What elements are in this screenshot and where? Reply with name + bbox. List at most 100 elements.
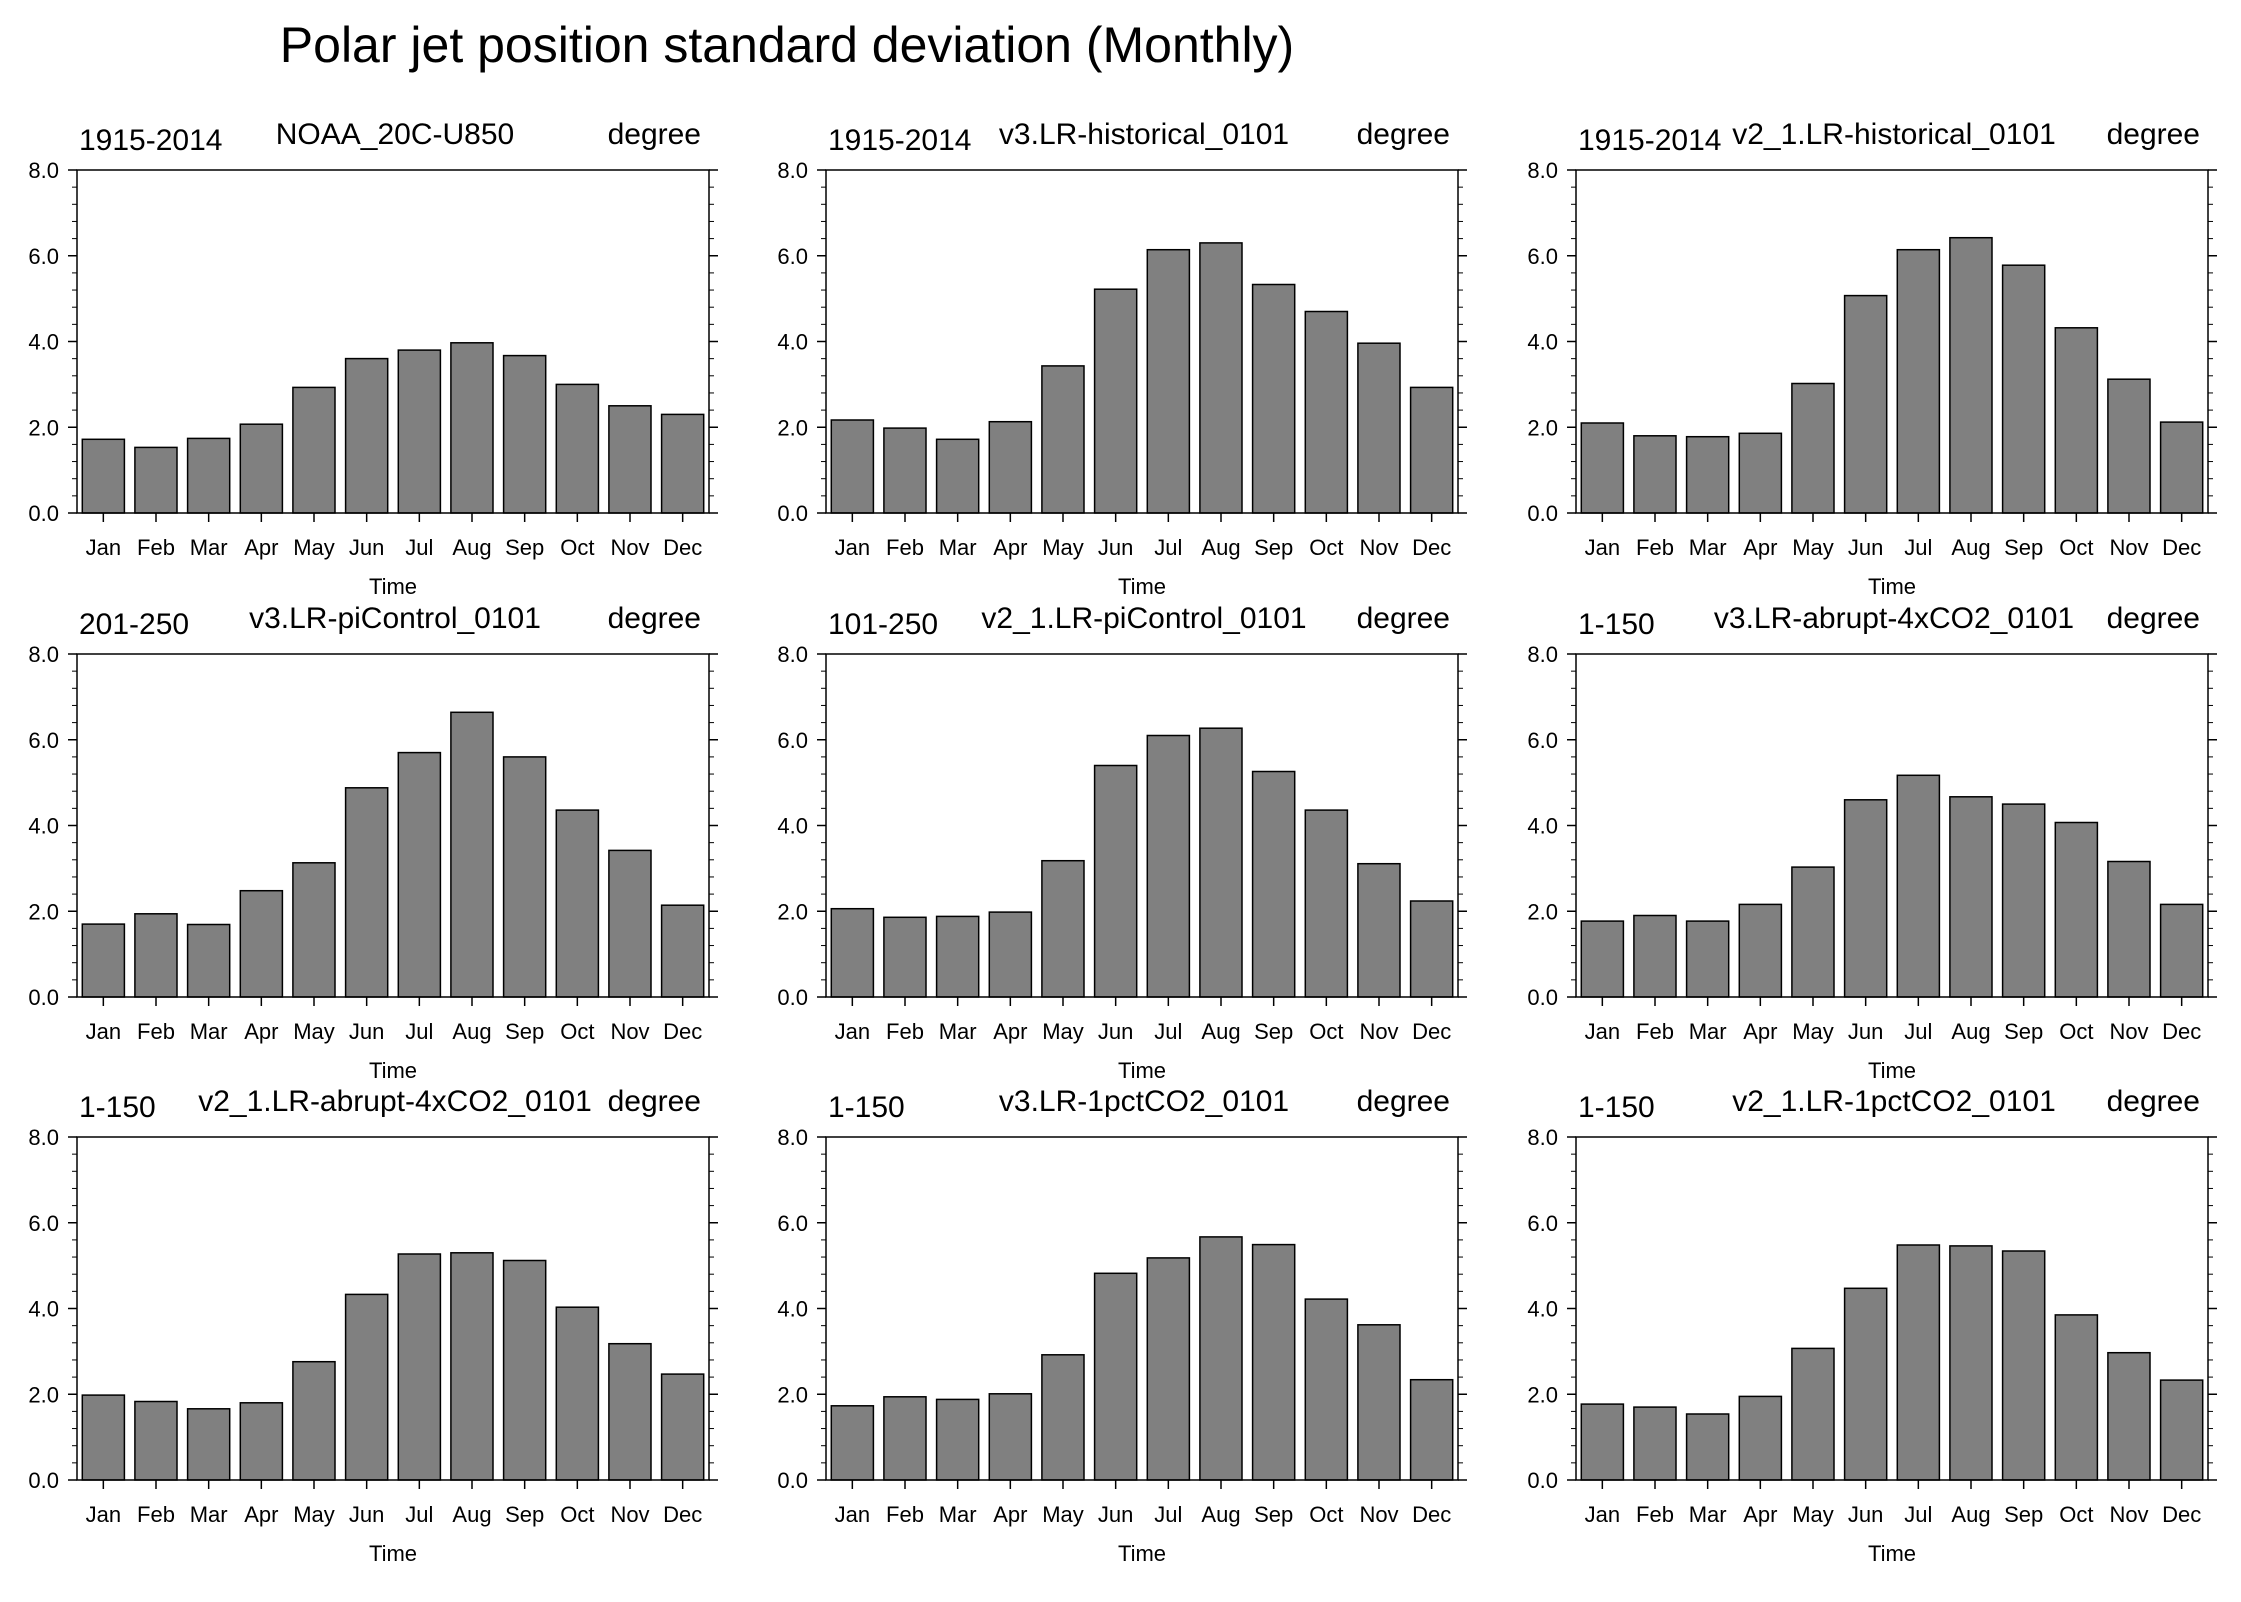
bar-aug	[1199, 1236, 1243, 1481]
x-tick-label-jul: Jul	[405, 1502, 433, 1527]
x-tick-label-dec: Dec	[2162, 1019, 2201, 1044]
x-tick-label-jun: Jun	[1098, 1502, 1133, 1527]
y-tick-label: 4.0	[1527, 1297, 1558, 1322]
bar-nov	[1357, 1324, 1401, 1481]
x-tick-label-jan: Jan	[835, 1502, 870, 1527]
bar-jan	[81, 923, 126, 998]
y-tick-label: 0.0	[777, 501, 808, 526]
bar-aug	[450, 342, 494, 514]
bar-may	[292, 862, 336, 998]
bar-sep	[2001, 1250, 2046, 1481]
bar-jul	[1896, 248, 1941, 514]
x-tick-label-aug: Aug	[1951, 1019, 1990, 1044]
panel-units-label: degree	[2107, 602, 2200, 635]
y-tick-label: 6.0	[1527, 1211, 1558, 1236]
y-tick-label: 6.0	[777, 244, 808, 269]
y-tick-label: 4.0	[28, 1297, 59, 1322]
x-tick-label-dec: Dec	[663, 1019, 702, 1044]
bar-jul	[1146, 734, 1191, 998]
x-tick-label-jun: Jun	[1098, 535, 1133, 560]
x-tick-label-apr: Apr	[1743, 535, 1777, 560]
panel-left-label: 1915-2014	[828, 124, 971, 157]
x-tick-label-jan: Jan	[1585, 1019, 1620, 1044]
bar-jun	[1843, 294, 1888, 514]
x-tick-label-nov: Nov	[1359, 1502, 1398, 1527]
bar-jan	[830, 1405, 875, 1481]
x-tick-label-apr: Apr	[244, 1502, 278, 1527]
x-tick-label-nov: Nov	[1359, 535, 1398, 560]
x-tick-label-feb: Feb	[886, 535, 924, 560]
bar-apr	[1738, 432, 1783, 514]
x-tick-label-jan: Jan	[1585, 535, 1620, 560]
chart-panel-4: 0.0 2.0 4.0 6.0 8.0 Jan Feb Mar Apr May Jun Jul Aug S…	[28, 602, 718, 1083]
x-tick-label-apr: Apr	[1743, 1502, 1777, 1527]
chart-panel-9: 0.0 2.0 4.0 6.0 8.0 Jan Feb Mar Apr May Jun Jul Aug S…	[1527, 1085, 2217, 1566]
bar-apr	[988, 420, 1033, 514]
panel-left-label: 1-150	[79, 1091, 156, 1124]
bar-dec	[1409, 900, 1454, 998]
y-tick-label: 8.0	[777, 158, 808, 183]
bar-feb	[1633, 435, 1677, 514]
x-tick-label-jan: Jan	[86, 1019, 121, 1044]
x-tick-label-oct: Oct	[560, 1502, 594, 1527]
chart-panel-2: 0.0 2.0 4.0 6.0 8.0 Jan Feb Mar Apr May Jun Jul Aug S…	[777, 118, 1467, 599]
x-tick-label-jun: Jun	[1848, 1502, 1883, 1527]
x-tick-label-nov: Nov	[1359, 1019, 1398, 1044]
bar-mar	[186, 1408, 231, 1481]
x-tick-label-may: May	[1792, 535, 1834, 560]
bar-jul	[1146, 248, 1191, 514]
bar-aug	[1949, 236, 1993, 514]
x-tick-label-jul: Jul	[405, 535, 433, 560]
x-tick-label-aug: Aug	[452, 1502, 491, 1527]
bar-oct	[2054, 1314, 2099, 1481]
bar-nov	[1357, 862, 1401, 998]
y-tick-label: 8.0	[1527, 642, 1558, 667]
figure-title: Polar jet position standard deviation (M…	[280, 17, 1294, 73]
bar-sep	[1251, 770, 1296, 998]
bar-jun	[1843, 1287, 1888, 1481]
x-tick-label-dec: Dec	[1412, 535, 1451, 560]
bar-mar	[935, 915, 980, 998]
x-tick-label-may: May	[293, 1502, 335, 1527]
x-tick-label-jun: Jun	[1848, 535, 1883, 560]
x-tick-label-dec: Dec	[2162, 1502, 2201, 1527]
x-tick-label-oct: Oct	[1309, 1019, 1343, 1044]
bar-nov	[608, 849, 652, 998]
x-tick-label-feb: Feb	[137, 1019, 175, 1044]
y-tick-label: 2.0	[28, 1382, 59, 1407]
bar-feb	[883, 916, 927, 998]
y-tick-label: 8.0	[777, 1125, 808, 1150]
x-tick-label-nov: Nov	[2109, 1019, 2148, 1044]
bar-jan	[81, 1394, 126, 1481]
y-tick-label: 2.0	[777, 899, 808, 924]
bar-sep	[502, 1259, 547, 1481]
x-tick-label-feb: Feb	[886, 1502, 924, 1527]
bar-jan	[830, 907, 875, 998]
x-tick-label-sep: Sep	[505, 1019, 544, 1044]
y-tick-label: 0.0	[28, 1468, 59, 1493]
panel-title: v2_1.LR-abrupt-4xCO2_0101	[198, 1085, 592, 1118]
bar-apr	[1738, 903, 1783, 998]
bar-dec	[1409, 386, 1454, 514]
x-tick-label-may: May	[293, 1019, 335, 1044]
bar-dec	[660, 904, 705, 998]
x-tick-label-jul: Jul	[1904, 1019, 1932, 1044]
panel-units-label: degree	[2107, 118, 2200, 151]
panel-units-label: degree	[1357, 1085, 1450, 1118]
y-tick-label: 8.0	[1527, 1125, 1558, 1150]
y-tick-label: 0.0	[1527, 1468, 1558, 1493]
bar-apr	[1738, 1395, 1783, 1481]
bar-oct	[555, 809, 600, 998]
x-axis-title: Time	[369, 1541, 417, 1566]
bar-oct	[1304, 1298, 1349, 1481]
bar-aug	[1949, 796, 1993, 998]
bar-jun	[1093, 1272, 1138, 1481]
chart-panel-6: 0.0 2.0 4.0 6.0 8.0 Jan Feb Mar Apr May Jun Jul Aug S…	[1527, 602, 2217, 1083]
bar-sep	[2001, 264, 2046, 514]
bar-jun	[1093, 288, 1138, 514]
bar-jul	[1896, 774, 1941, 998]
x-tick-label-mar: Mar	[939, 1502, 977, 1527]
bar-mar	[1685, 435, 1730, 514]
y-tick-label: 6.0	[28, 1211, 59, 1236]
x-tick-label-aug: Aug	[452, 1019, 491, 1044]
